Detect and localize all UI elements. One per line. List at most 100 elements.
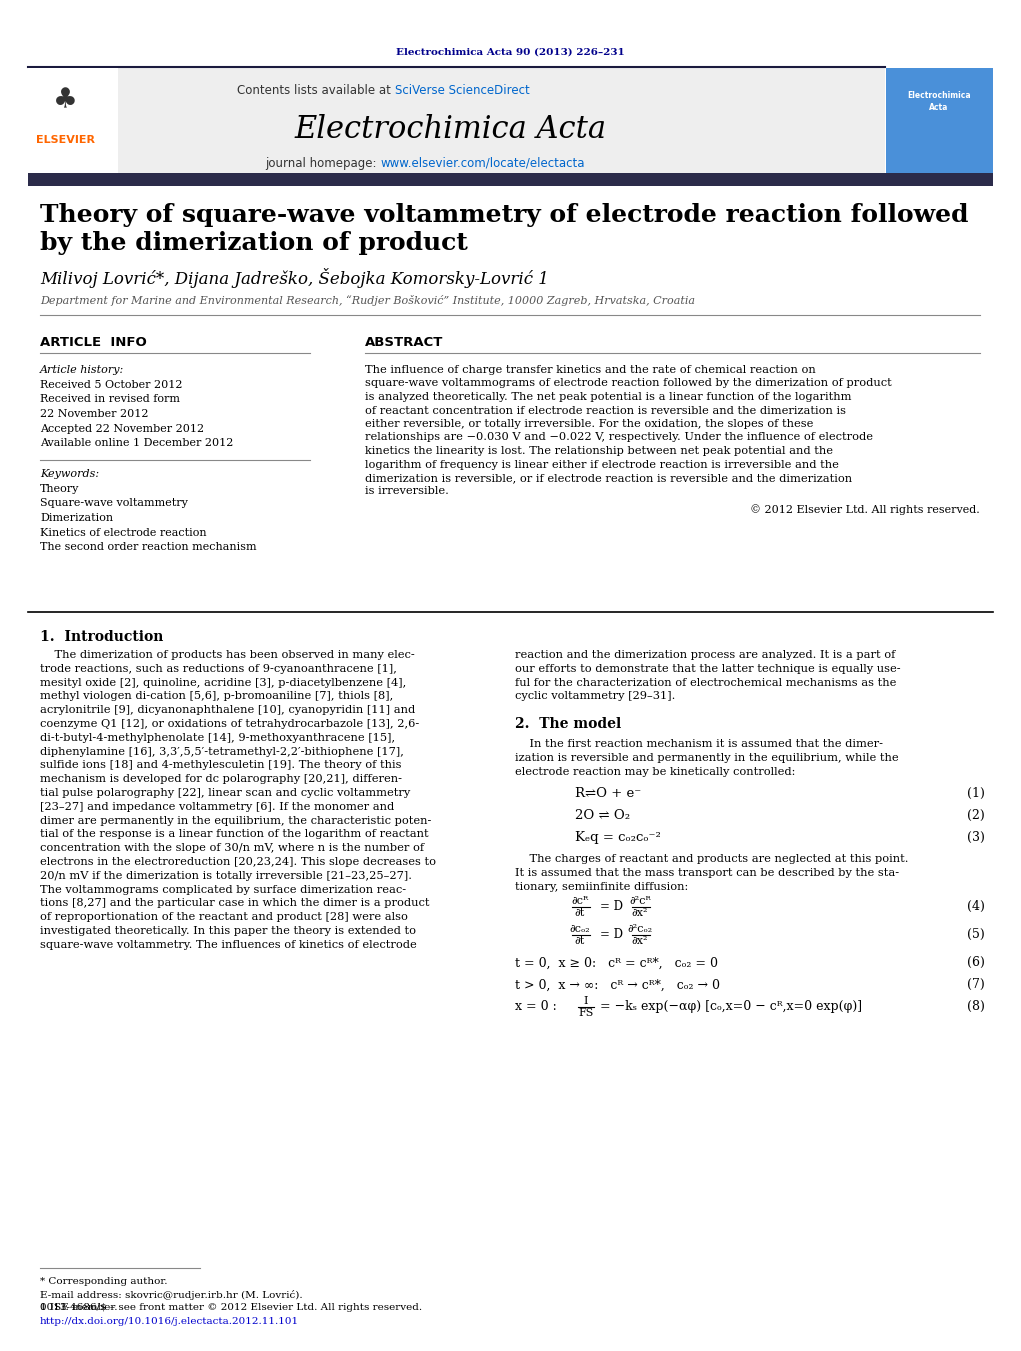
FancyBboxPatch shape — [28, 173, 993, 186]
Text: Department for Marine and Environmental Research, “Rudjer Bošković” Institute, 1: Department for Marine and Environmental … — [40, 295, 695, 305]
Text: mesityl oxide [2], quinoline, acridine [3], p-diacetylbenzene [4],: mesityl oxide [2], quinoline, acridine [… — [40, 678, 406, 688]
Text: Accepted 22 November 2012: Accepted 22 November 2012 — [40, 423, 204, 434]
Text: dimer are permanently in the equilibrium, the characteristic poten-: dimer are permanently in the equilibrium… — [40, 816, 432, 825]
Text: Received in revised form: Received in revised form — [40, 394, 180, 404]
Text: = −kₛ exp(−αφ) [cₒ,x=0 − cᴿ,x=0 exp(φ)]: = −kₛ exp(−αφ) [cₒ,x=0 − cᴿ,x=0 exp(φ)] — [600, 1000, 862, 1013]
Text: © 2012 Elsevier Ltd. All rights reserved.: © 2012 Elsevier Ltd. All rights reserved… — [750, 505, 980, 515]
Text: 1.  Introduction: 1. Introduction — [40, 630, 163, 644]
Text: diphenylamine [16], 3,3′,5,5′-tetramethyl-2,2′-bithiophene [17],: diphenylamine [16], 3,3′,5,5′-tetramethy… — [40, 747, 404, 757]
Text: investigated theoretically. In this paper the theory is extended to: investigated theoretically. In this pape… — [40, 925, 416, 936]
Text: is irreversible.: is irreversible. — [364, 486, 449, 497]
Text: concentration with the slope of 30/n mV, where n is the number of: concentration with the slope of 30/n mV,… — [40, 843, 424, 854]
Text: 2O ⇌ O₂: 2O ⇌ O₂ — [575, 809, 630, 821]
Text: 20/n mV if the dimerization is totally irreversible [21–23,25–27].: 20/n mV if the dimerization is totally i… — [40, 871, 412, 881]
Text: dimerization is reversible, or if electrode reaction is reversible and the dimer: dimerization is reversible, or if electr… — [364, 473, 853, 484]
Text: tionary, semiinfinite diffusion:: tionary, semiinfinite diffusion: — [515, 882, 688, 892]
Text: logarithm of frequency is linear either if electrode reaction is irreversible an: logarithm of frequency is linear either … — [364, 459, 839, 470]
Text: = D: = D — [600, 928, 623, 942]
Text: ARTICLE  INFO: ARTICLE INFO — [40, 335, 147, 349]
Text: ∂cᴿ
∂t: ∂cᴿ ∂t — [572, 896, 589, 917]
Text: I
FS: I FS — [578, 996, 593, 1017]
Text: Article history:: Article history: — [40, 365, 125, 376]
Text: = D: = D — [600, 900, 623, 913]
Text: (1): (1) — [967, 786, 985, 800]
Text: (7): (7) — [967, 978, 985, 992]
Text: ♣: ♣ — [52, 86, 78, 113]
Text: In the first reaction mechanism it is assumed that the dimer-: In the first reaction mechanism it is as… — [515, 739, 883, 748]
Text: The charges of reactant and products are neglected at this point.: The charges of reactant and products are… — [515, 854, 909, 865]
Text: trode reactions, such as reductions of 9-cyanoanthracene [1],: trode reactions, such as reductions of 9… — [40, 663, 397, 674]
Text: Theory: Theory — [40, 484, 80, 494]
Text: Kinetics of electrode reaction: Kinetics of electrode reaction — [40, 527, 206, 538]
Text: Keywords:: Keywords: — [40, 469, 99, 480]
Text: tions [8,27] and the particular case in which the dimer is a product: tions [8,27] and the particular case in … — [40, 898, 430, 908]
Text: (5): (5) — [967, 928, 985, 942]
Text: 2.  The model: 2. The model — [515, 717, 621, 731]
Text: Kₑq = cₒ₂cₒ⁻²: Kₑq = cₒ₂cₒ⁻² — [575, 831, 661, 844]
Text: Milivoj Lovrić*, Dijana Jadreško, Šebojka Komorsky-Lovrić 1: Milivoj Lovrić*, Dijana Jadreško, Šebojk… — [40, 267, 549, 288]
Text: Electrochimica Acta 90 (2013) 226–231: Electrochimica Acta 90 (2013) 226–231 — [395, 47, 625, 57]
Text: tial pulse polarography [22], linear scan and cyclic voltammetry: tial pulse polarography [22], linear sca… — [40, 788, 410, 798]
Text: ∂cₒ₂
∂t: ∂cₒ₂ ∂t — [570, 924, 590, 946]
Text: sulfide ions [18] and 4-methylesculetin [19]. The theory of this: sulfide ions [18] and 4-methylesculetin … — [40, 761, 401, 770]
Text: R⇌O + e⁻: R⇌O + e⁻ — [575, 786, 641, 800]
Text: Square-wave voltammetry: Square-wave voltammetry — [40, 499, 188, 508]
Text: Acta: Acta — [929, 103, 949, 112]
Text: Theory of square-wave voltammetry of electrode reaction followed: Theory of square-wave voltammetry of ele… — [40, 203, 969, 227]
Text: coenzyme Q1 [12], or oxidations of tetrahydrocarbazole [13], 2,6-: coenzyme Q1 [12], or oxidations of tetra… — [40, 719, 420, 730]
Text: square-wave voltammograms of electrode reaction followed by the dimerization of : square-wave voltammograms of electrode r… — [364, 378, 891, 389]
Text: methyl viologen di-cation [5,6], p-bromoaniline [7], thiols [8],: methyl viologen di-cation [5,6], p-bromo… — [40, 692, 393, 701]
Text: The second order reaction mechanism: The second order reaction mechanism — [40, 542, 256, 553]
Text: ization is reversible and permanently in the equilibrium, while the: ization is reversible and permanently in… — [515, 753, 898, 763]
Text: The dimerization of products has been observed in many elec-: The dimerization of products has been ob… — [40, 650, 415, 661]
Text: (3): (3) — [967, 831, 985, 844]
Text: The influence of charge transfer kinetics and the rate of chemical reaction on: The influence of charge transfer kinetic… — [364, 365, 816, 376]
Text: our efforts to demonstrate that the latter technique is equally use-: our efforts to demonstrate that the latt… — [515, 663, 901, 674]
Text: is analyzed theoretically. The net peak potential is a linear function of the lo: is analyzed theoretically. The net peak … — [364, 392, 852, 403]
Text: of reactant concentration if electrode reaction is reversible and the dimerizati: of reactant concentration if electrode r… — [364, 405, 846, 416]
Text: kinetics the linearity is lost. The relationship between net peak potential and : kinetics the linearity is lost. The rela… — [364, 446, 833, 457]
Text: http://dx.doi.org/10.1016/j.electacta.2012.11.101: http://dx.doi.org/10.1016/j.electacta.20… — [40, 1316, 299, 1325]
Text: (4): (4) — [967, 900, 985, 913]
Text: (6): (6) — [967, 957, 985, 969]
Text: electrons in the electroreduction [20,23,24]. This slope decreases to: electrons in the electroreduction [20,23… — [40, 857, 436, 867]
Text: t = 0,  x ≥ 0:   cᴿ = cᴿ*,   cₒ₂ = 0: t = 0, x ≥ 0: cᴿ = cᴿ*, cₒ₂ = 0 — [515, 957, 718, 969]
Text: Dimerization: Dimerization — [40, 513, 113, 523]
Text: www.elsevier.com/locate/electacta: www.elsevier.com/locate/electacta — [380, 157, 584, 169]
Text: ABSTRACT: ABSTRACT — [364, 335, 443, 349]
Text: di-t-butyl-4-methylphenolate [14], 9-methoxyanthracene [15],: di-t-butyl-4-methylphenolate [14], 9-met… — [40, 732, 395, 743]
Text: either reversible, or totally irreversible. For the oxidation, the slopes of the: either reversible, or totally irreversib… — [364, 419, 814, 430]
Text: reaction and the dimerization process are analyzed. It is a part of: reaction and the dimerization process ar… — [515, 650, 895, 661]
Text: Contents lists available at: Contents lists available at — [237, 84, 395, 96]
Text: mechanism is developed for dc polarography [20,21], differen-: mechanism is developed for dc polarograp… — [40, 774, 402, 784]
Text: * Corresponding author.: * Corresponding author. — [40, 1278, 167, 1286]
FancyBboxPatch shape — [28, 68, 885, 173]
Text: (8): (8) — [967, 1000, 985, 1013]
Text: of reproportionation of the reactant and product [28] were also: of reproportionation of the reactant and… — [40, 912, 407, 923]
Text: E-mail address: skovric@rudjer.irb.hr (M. Lovrić).: E-mail address: skovric@rudjer.irb.hr (M… — [40, 1290, 302, 1300]
Text: ful for the characterization of electrochemical mechanisms as the: ful for the characterization of electroc… — [515, 678, 896, 688]
FancyBboxPatch shape — [886, 68, 993, 173]
Text: electrode reaction may be kinetically controlled:: electrode reaction may be kinetically co… — [515, 766, 795, 777]
Text: SciVerse ScienceDirect: SciVerse ScienceDirect — [395, 84, 530, 96]
Text: Electrochimica: Electrochimica — [908, 91, 971, 100]
Text: t > 0,  x → ∞:   cᴿ → cᴿ*,   cₒ₂ → 0: t > 0, x → ∞: cᴿ → cᴿ*, cₒ₂ → 0 — [515, 978, 720, 992]
Text: Available online 1 December 2012: Available online 1 December 2012 — [40, 438, 234, 449]
Text: Electrochimica Acta: Electrochimica Acta — [294, 115, 606, 146]
FancyBboxPatch shape — [28, 68, 118, 173]
Text: cyclic voltammetry [29–31].: cyclic voltammetry [29–31]. — [515, 692, 675, 701]
Text: acrylonitrile [9], dicyanonaphthalene [10], cyanopyridin [11] and: acrylonitrile [9], dicyanonaphthalene [1… — [40, 705, 416, 715]
Text: It is assumed that the mass transport can be described by the sta-: It is assumed that the mass transport ca… — [515, 869, 900, 878]
Text: ∂²cₒ₂
∂x²: ∂²cₒ₂ ∂x² — [628, 924, 652, 946]
Text: square-wave voltammetry. The influences of kinetics of electrode: square-wave voltammetry. The influences … — [40, 940, 417, 950]
Text: by the dimerization of product: by the dimerization of product — [40, 231, 468, 255]
Text: (2): (2) — [967, 809, 985, 821]
Text: Received 5 October 2012: Received 5 October 2012 — [40, 380, 183, 390]
Text: tial of the response is a linear function of the logarithm of reactant: tial of the response is a linear functio… — [40, 830, 429, 839]
Text: x = 0 :: x = 0 : — [515, 1000, 569, 1013]
Text: relationships are −0.030 V and −0.022 V, respectively. Under the influence of el: relationships are −0.030 V and −0.022 V,… — [364, 432, 873, 443]
Text: The voltammograms complicated by surface dimerization reac-: The voltammograms complicated by surface… — [40, 885, 406, 894]
Text: journal homepage:: journal homepage: — [264, 157, 380, 169]
Text: 1 ISE member.: 1 ISE member. — [40, 1304, 117, 1313]
Text: ELSEVIER: ELSEVIER — [36, 135, 95, 145]
